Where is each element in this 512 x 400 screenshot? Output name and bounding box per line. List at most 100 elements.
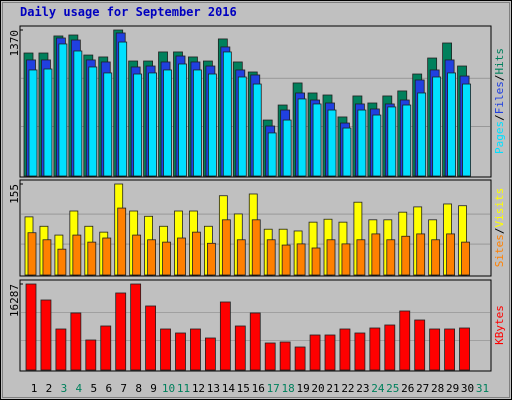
bar bbox=[312, 103, 322, 177]
bar bbox=[462, 83, 471, 177]
x-tick-label: 16 bbox=[252, 382, 265, 395]
bar bbox=[236, 239, 246, 276]
bar bbox=[130, 283, 142, 371]
bar bbox=[115, 292, 127, 371]
bar bbox=[132, 234, 142, 276]
bar bbox=[162, 241, 171, 276]
legend-entry: KBytes bbox=[493, 305, 506, 345]
bar bbox=[193, 69, 202, 177]
bar bbox=[87, 241, 97, 276]
bar bbox=[55, 328, 67, 371]
bar bbox=[432, 76, 442, 177]
bar bbox=[163, 69, 172, 177]
x-tick-label: 12 bbox=[192, 382, 205, 395]
bar bbox=[264, 342, 276, 371]
bar bbox=[252, 83, 262, 177]
bar bbox=[28, 69, 38, 177]
legend-entry: Hits bbox=[493, 48, 506, 75]
x-tick-label: 31 bbox=[476, 382, 489, 395]
bar bbox=[219, 301, 231, 371]
bar bbox=[25, 283, 37, 371]
bar bbox=[401, 235, 411, 276]
x-tick-label: 21 bbox=[326, 382, 339, 395]
bar bbox=[207, 73, 217, 177]
bar bbox=[43, 68, 53, 177]
x-tick-label: 8 bbox=[135, 382, 142, 395]
bar bbox=[342, 127, 352, 177]
legend: Sites/Visits bbox=[493, 188, 506, 268]
x-tick-label: 17 bbox=[267, 382, 280, 395]
x-tick-label: 2 bbox=[46, 382, 53, 395]
bar bbox=[40, 299, 52, 371]
bar bbox=[416, 233, 426, 276]
legend-separator: / bbox=[493, 228, 506, 235]
x-tick-label: 5 bbox=[90, 382, 97, 395]
bar bbox=[281, 244, 291, 276]
bar bbox=[266, 239, 276, 276]
bar bbox=[58, 43, 68, 177]
bar bbox=[267, 132, 277, 177]
bar bbox=[387, 106, 397, 177]
bar bbox=[431, 239, 441, 276]
legend-entry: Visits bbox=[493, 188, 506, 228]
x-tick-label: 3 bbox=[61, 382, 68, 395]
x-tick-label: 7 bbox=[120, 382, 127, 395]
bar bbox=[222, 51, 232, 177]
bar bbox=[417, 92, 427, 177]
bar bbox=[73, 50, 83, 177]
bar bbox=[204, 337, 216, 371]
bar bbox=[369, 327, 381, 371]
bar bbox=[279, 341, 291, 371]
bar bbox=[341, 243, 351, 276]
bar bbox=[294, 346, 306, 371]
x-tick-label: 28 bbox=[431, 382, 444, 395]
bar bbox=[237, 76, 247, 177]
x-tick-label: 9 bbox=[150, 382, 157, 395]
bar bbox=[399, 310, 411, 371]
bar bbox=[357, 109, 367, 177]
bar bbox=[324, 334, 336, 371]
bar bbox=[446, 233, 456, 276]
bar bbox=[384, 324, 396, 371]
bar bbox=[85, 339, 97, 371]
bar bbox=[429, 328, 441, 371]
bar bbox=[133, 73, 143, 177]
x-tick-label: 13 bbox=[207, 382, 220, 395]
legend-separator: / bbox=[493, 75, 506, 82]
bar bbox=[27, 232, 37, 276]
x-tick-label: 27 bbox=[416, 382, 429, 395]
bar bbox=[118, 41, 128, 177]
bar bbox=[70, 312, 82, 371]
bar bbox=[178, 63, 187, 177]
bar bbox=[447, 72, 457, 177]
bar bbox=[282, 119, 292, 177]
legend-entry: Pages bbox=[493, 121, 506, 154]
bar bbox=[234, 325, 246, 371]
bar bbox=[356, 239, 366, 276]
bar bbox=[251, 219, 261, 276]
x-tick-label: 20 bbox=[311, 382, 324, 395]
x-tick-label: 4 bbox=[76, 382, 83, 395]
bar bbox=[148, 72, 158, 177]
bar bbox=[386, 239, 396, 276]
bar bbox=[221, 219, 231, 276]
x-tick-label: 29 bbox=[446, 382, 459, 395]
bar bbox=[402, 104, 412, 177]
bar bbox=[249, 312, 261, 371]
legend-entry: Sites bbox=[493, 234, 506, 267]
bar bbox=[311, 247, 321, 276]
x-tick-label: 24 bbox=[371, 382, 385, 395]
x-tick-label: 14 bbox=[222, 382, 236, 395]
y-tick-label: 16287 bbox=[8, 284, 21, 317]
bar bbox=[296, 243, 306, 276]
bar bbox=[147, 239, 157, 276]
bar bbox=[177, 237, 186, 276]
legend: Pages/Files/Hits bbox=[493, 48, 506, 154]
bar bbox=[42, 239, 52, 276]
bar bbox=[145, 305, 157, 371]
legend: KBytes bbox=[493, 305, 506, 345]
bar bbox=[117, 207, 127, 276]
bar bbox=[175, 332, 186, 371]
